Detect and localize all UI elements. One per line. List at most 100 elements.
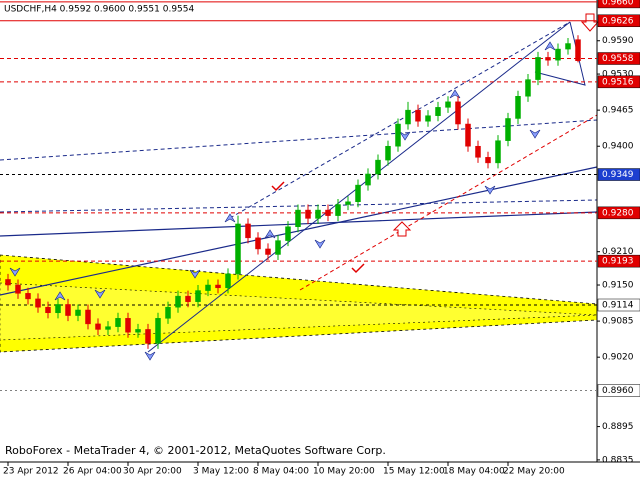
candle-body: [85, 309, 91, 325]
x-tick-label: 22 May 20:00: [503, 467, 565, 477]
candle-body: [205, 284, 211, 291]
trend-line: [229, 21, 571, 219]
candle-body: [5, 279, 11, 286]
x-tick-label: 23 Apr 2012: [3, 467, 59, 477]
candle-body: [15, 284, 21, 294]
candle-body: [455, 101, 461, 125]
candle-body: [125, 318, 131, 333]
y-tick-label: 0.9400: [602, 142, 634, 152]
candle-body: [495, 140, 501, 164]
footer: RoboForex - MetaTrader 4, © 2001-2012, M…: [5, 444, 386, 457]
x-tick-label: 15 May 12:00: [383, 467, 445, 477]
candle-body: [385, 145, 391, 161]
up-arrow: [392, 221, 412, 237]
candle-body: [175, 295, 181, 308]
candle-body: [155, 318, 161, 344]
candle-body: [485, 157, 491, 164]
candle-body: [55, 304, 61, 314]
candle-body: [325, 209, 331, 216]
candle-body: [335, 204, 341, 216]
x-tick-label: 18 May 04:00: [443, 467, 505, 477]
level-box: [597, 254, 640, 268]
candle-body: [245, 223, 251, 239]
candle-body: [395, 123, 401, 147]
x-tick-label: 10 May 20:00: [313, 467, 375, 477]
y-tick-label: 0.9150: [602, 281, 634, 291]
candle-body: [365, 173, 371, 186]
x-tick-label: 26 Apr 04:00: [63, 467, 122, 477]
level-label: 0.9516: [602, 77, 634, 87]
candle-body: [235, 223, 241, 275]
level-label: 0.9558: [602, 54, 634, 64]
y-tick-label: 0.8835: [602, 455, 634, 465]
level-label: 0.9660: [602, 0, 634, 7]
candle-body: [145, 329, 151, 344]
y-tick-label: 0.8895: [602, 422, 634, 432]
y-tick-label: 0.9590: [602, 36, 634, 46]
level-label: 0.9114: [602, 301, 634, 311]
level-box: [597, 0, 640, 9]
candle-body: [45, 306, 51, 314]
candle-body: [315, 209, 321, 219]
fractal-markers: [9, 41, 556, 361]
candle-body: [115, 318, 121, 327]
candle-body: [435, 107, 441, 116]
trend-line: [299, 114, 598, 291]
candle-body: [105, 326, 111, 330]
triangle-zone: [0, 282, 598, 341]
candle-body: [225, 273, 231, 289]
x-tick-label: 3 May 12:00: [193, 467, 249, 477]
candle-body: [475, 145, 481, 158]
candle-body: [535, 57, 541, 80]
candle-body: [255, 237, 261, 250]
trend-line: [0, 119, 598, 161]
candle-body: [545, 57, 551, 61]
candle-body: [185, 295, 191, 302]
y-tick-label: 0.9085: [602, 317, 634, 327]
level-label: 0.9280: [602, 208, 634, 218]
candle-body: [95, 323, 101, 330]
x-tick-label: 30 Apr 20:00: [123, 467, 182, 477]
level-label: 0.9349: [602, 170, 634, 180]
check-mark: [271, 181, 285, 192]
candle-body: [525, 79, 531, 97]
candle-body: [415, 109, 421, 122]
candle-body: [295, 209, 301, 227]
level-label: 0.9626: [602, 16, 634, 26]
y-tick-label: 0.9020: [602, 353, 634, 363]
candle-body: [285, 226, 291, 241]
y-tick-label: 0.9210: [602, 247, 634, 257]
level-box: [597, 168, 640, 181]
candle-body: [165, 306, 171, 319]
candle-body: [305, 209, 311, 219]
trend-line: [0, 199, 598, 213]
candle-body: [75, 309, 81, 316]
candle-body: [25, 293, 31, 300]
level-box: [597, 206, 640, 220]
candle-body: [505, 118, 511, 141]
candle-body: [445, 101, 451, 108]
candle-body: [215, 284, 221, 289]
level-box: [597, 384, 640, 397]
candle-body: [425, 115, 431, 122]
candle-body: [275, 240, 281, 255]
level-label: 0.9193: [602, 257, 634, 267]
candle-body: [135, 329, 141, 333]
candle-body: [555, 48, 561, 61]
candle-body: [345, 201, 351, 205]
x-tick-label: 8 May 04:00: [253, 467, 309, 477]
candle-body: [515, 96, 521, 119]
down-arrow: [580, 13, 600, 32]
candle-body: [265, 248, 271, 255]
candle-body: [375, 159, 381, 175]
candle-body: [405, 109, 411, 125]
level-box: [597, 75, 640, 89]
y-tick-label: 0.9465: [602, 106, 634, 116]
chart-title: USDCHF,H4 0.9592 0.9600 0.9551 0.9554: [4, 5, 194, 15]
candle-body: [355, 184, 361, 202]
level-box: [597, 52, 640, 65]
level-box: [597, 298, 640, 312]
candle-body: [565, 43, 571, 50]
